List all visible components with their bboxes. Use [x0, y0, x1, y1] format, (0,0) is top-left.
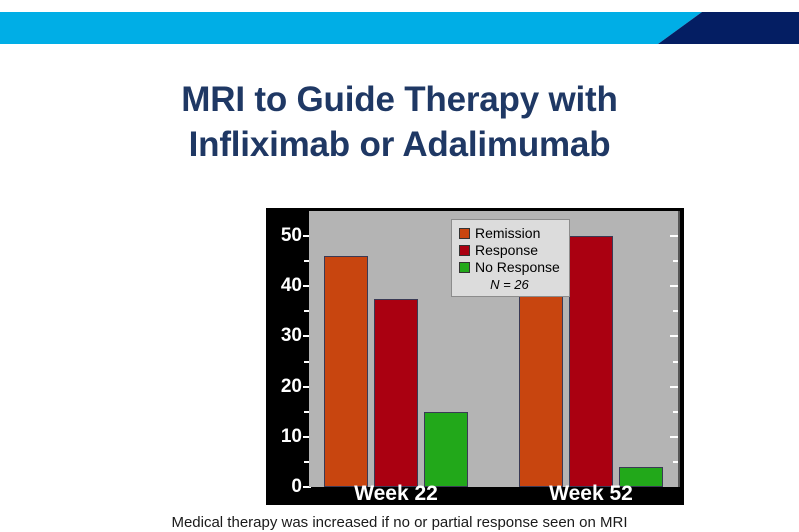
legend-item-remission: Remission	[459, 225, 560, 241]
bar-response-week-52	[569, 236, 613, 487]
y-tick-minor-5	[304, 460, 309, 463]
y-tick-major-20	[303, 385, 311, 388]
y-tick-minor-15	[304, 410, 309, 413]
y-tick-label-0: 0	[291, 476, 302, 497]
legend-item-no-response: No Response	[459, 259, 560, 275]
page-title: MRI to Guide Therapy with Infliximab or …	[0, 78, 799, 168]
bar-remission-week-22	[324, 256, 368, 487]
y-tick-minor-35	[304, 310, 309, 313]
y-tick-right-major-20	[670, 385, 678, 388]
x-tick-label-week-52: Week 52	[549, 482, 633, 505]
y-tick-label-10: 10	[280, 425, 302, 447]
legend-swatch-icon-response	[459, 244, 470, 256]
page-title-line-1: MRI to Guide Therapy with	[181, 80, 618, 119]
bar-no-response-week-52	[619, 466, 663, 487]
legend-entries: Remission Response No Response	[459, 225, 560, 275]
y-tick-minor-45	[304, 260, 309, 263]
y-tick-major-0	[303, 486, 311, 488]
bar-response-week-22	[374, 298, 418, 487]
x-tick-label-week-22: Week 22	[354, 482, 438, 505]
legend-sample-size: N = 26	[490, 277, 529, 292]
legend-label: Remission	[475, 225, 541, 241]
y-tick-right-minor-35	[673, 310, 678, 313]
chart-caption: Medical therapy was increased if no or p…	[171, 514, 628, 531]
y-tick-right-minor-25	[673, 360, 678, 363]
y-tick-label-30: 30	[280, 325, 302, 347]
y-tick-label-50: 50	[280, 225, 302, 247]
chart-legend: Remission Response No Response N = 26	[451, 219, 570, 297]
y-tick-right-minor-15	[673, 410, 678, 413]
legend-item-response: Response	[459, 242, 560, 258]
y-tick-right-major-40	[670, 285, 678, 288]
y-tick-major-50	[303, 235, 311, 238]
y-tick-right-minor-45	[673, 260, 678, 263]
y-tick-right-major-50	[670, 235, 678, 238]
y-tick-label-40: 40	[280, 275, 302, 297]
y-tick-right-minor-5	[673, 460, 678, 463]
plot-area: Remission Response No Response N = 26	[309, 211, 680, 487]
header-band-light	[0, 12, 702, 44]
y-tick-major-30	[303, 335, 311, 338]
legend-swatch-icon-remission	[459, 227, 470, 239]
y-tick-label-20: 20	[280, 375, 302, 397]
y-tick-major-40	[303, 285, 311, 288]
legend-swatch-icon-no-response	[459, 261, 470, 273]
legend-label: No Response	[475, 259, 560, 275]
y-tick-minor-25	[304, 360, 309, 363]
legend-label: Response	[475, 242, 539, 258]
y-tick-major-10	[303, 435, 311, 438]
header-banner	[0, 12, 799, 44]
bar-chart: 0 10 20 30 40 50 Remission Response No Response…	[266, 208, 684, 505]
page-title-line-2: Infliximab or Adalimumab	[188, 124, 611, 164]
y-tick-right-major-30	[670, 335, 678, 338]
y-tick-right-major-10	[670, 435, 678, 438]
bar-no-response-week-22	[424, 411, 468, 487]
